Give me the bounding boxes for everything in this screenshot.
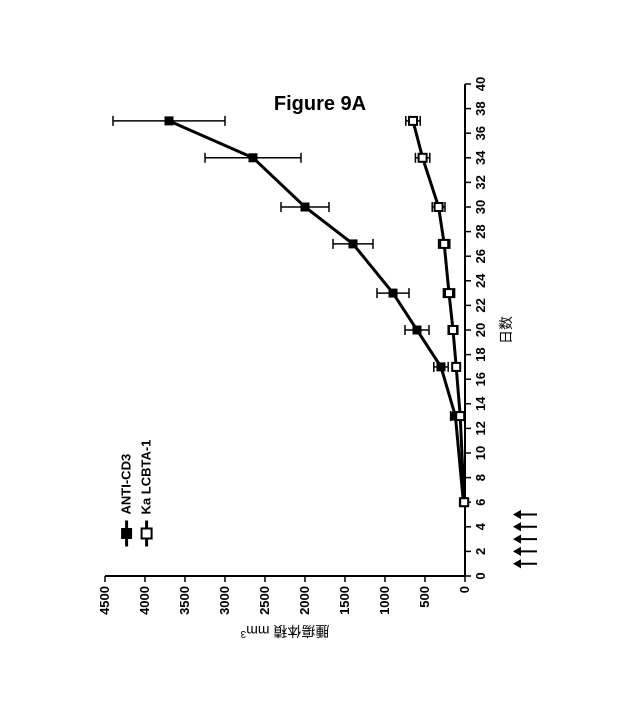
figure-title: Figure 9A (274, 93, 366, 115)
marker-square-filled (389, 289, 397, 297)
legend-label: ANTI-CD3 (119, 454, 134, 515)
series-line (169, 121, 463, 502)
x-tick-label: 28 (473, 224, 488, 238)
x-tick-label: 20 (473, 323, 488, 337)
dose-arrow-head (513, 534, 521, 543)
x-tick-label: 16 (473, 372, 488, 386)
legend: ANTI-CD3 Ka LCBTA-1 (119, 440, 154, 547)
dose-arrow-head (513, 547, 521, 556)
y-tick-label: 2500 (257, 586, 272, 615)
x-tick-label: 26 (473, 249, 488, 263)
y-tick-label: 1500 (337, 586, 352, 615)
marker-square-filled (122, 528, 132, 538)
marker-square-filled (349, 240, 357, 248)
marker-square-filled (437, 363, 445, 371)
marker-square-filled (165, 117, 173, 125)
series-ANTI-CD3 (113, 116, 467, 507)
x-tick-label: 32 (473, 175, 488, 189)
y-tick-label: 3500 (177, 586, 192, 615)
y-tick-label: 2000 (297, 586, 312, 615)
marker-square-open (440, 240, 448, 248)
x-tick-label: 22 (473, 298, 488, 312)
dose-arrow-head (513, 522, 521, 531)
marker-square-open (452, 363, 460, 371)
marker-square-open (445, 289, 453, 297)
series-line (413, 121, 464, 502)
x-tick-label: 24 (473, 273, 488, 288)
x-tick-label: 4 (473, 522, 488, 530)
x-tick-label: 6 (473, 499, 488, 506)
marker-square-filled (249, 154, 257, 162)
x-tick-label: 8 (473, 474, 488, 481)
dose-arrow-head (513, 559, 521, 568)
dose-arrow-head (513, 510, 521, 519)
marker-square-open (409, 117, 417, 125)
marker-square-open (460, 498, 468, 506)
x-tick-label: 30 (473, 200, 488, 214)
x-tick-label: 12 (473, 421, 488, 435)
y-tick-label: 0 (457, 586, 472, 593)
marker-square-open (142, 528, 152, 538)
x-tick-label: 10 (473, 446, 488, 460)
chart-rotated-group: 0246810121416182022242628303234363840050… (97, 77, 537, 640)
x-tick-label: 14 (473, 396, 488, 411)
marker-square-filled (301, 203, 309, 211)
y-tick-label: 3000 (217, 586, 232, 615)
marker-square-open (449, 326, 457, 334)
x-tick-label: 40 (473, 77, 488, 91)
x-tick-label: 18 (473, 347, 488, 361)
x-tick-label: 38 (473, 101, 488, 115)
x-tick-label: 36 (473, 126, 488, 140)
marker-square-open (419, 154, 427, 162)
legend-label: Ka LCBTA-1 (139, 440, 154, 515)
x-tick-label: 0 (473, 572, 488, 579)
y-tick-label: 500 (417, 586, 432, 608)
x-tick-label: 2 (473, 548, 488, 555)
x-tick-label: 34 (473, 150, 488, 165)
y-tick-label: 4500 (97, 586, 112, 615)
marker-square-filled (413, 326, 421, 334)
y-axis-label: 腫瘍体積 mm3 (240, 623, 329, 640)
y-tick-label: 1000 (377, 586, 392, 615)
marker-square-open (456, 412, 464, 420)
y-tick-label: 4000 (137, 586, 152, 615)
x-axis-label: 日数 (498, 316, 514, 344)
marker-square-open (435, 203, 443, 211)
